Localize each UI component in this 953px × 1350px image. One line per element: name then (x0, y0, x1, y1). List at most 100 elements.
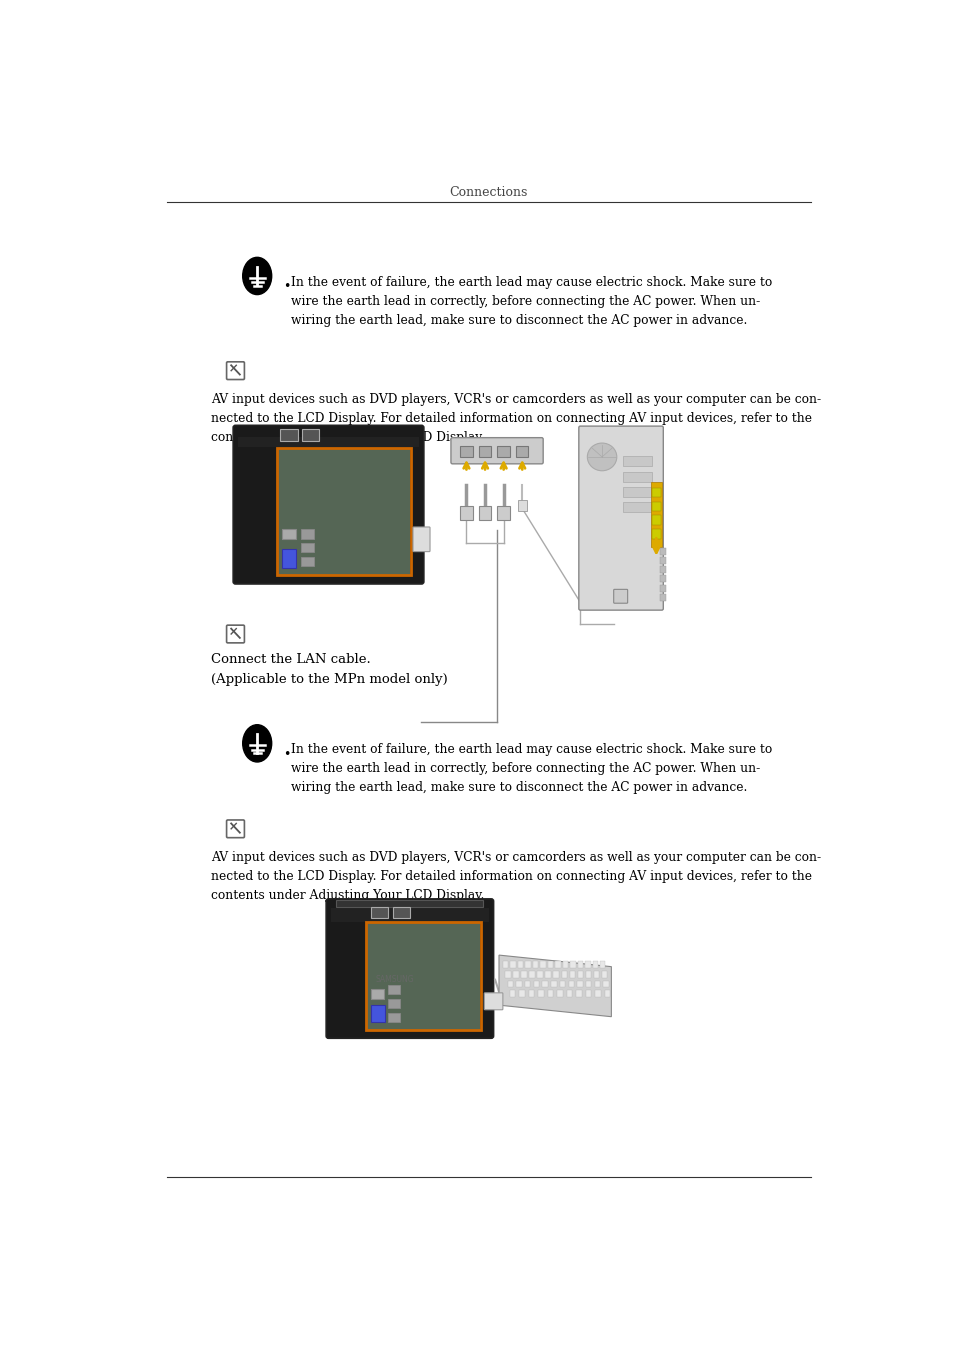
Text: In the event of failure, the earth lead may cause electric shock. Make sure to
w: In the event of failure, the earth lead … (291, 275, 772, 327)
Bar (371, 1006, 385, 1022)
Text: Connect the LAN cable.: Connect the LAN cable. (211, 653, 370, 667)
Bar (388, 999, 399, 1008)
Polygon shape (551, 980, 556, 987)
Polygon shape (592, 961, 598, 968)
Bar (371, 907, 388, 918)
Polygon shape (585, 971, 591, 977)
Text: •: • (283, 748, 291, 760)
Polygon shape (505, 971, 510, 977)
Ellipse shape (242, 258, 272, 294)
Bar (302, 429, 319, 440)
Polygon shape (555, 961, 560, 968)
Polygon shape (559, 980, 565, 987)
Bar (301, 529, 314, 539)
Text: Connections: Connections (449, 186, 528, 200)
Polygon shape (539, 961, 545, 968)
Bar (459, 446, 472, 456)
Polygon shape (604, 990, 610, 998)
Polygon shape (585, 990, 591, 998)
Bar (278, 448, 410, 575)
FancyBboxPatch shape (578, 427, 662, 610)
Bar (659, 558, 666, 564)
Bar (367, 922, 479, 1030)
Polygon shape (520, 971, 526, 977)
Polygon shape (525, 961, 530, 968)
Polygon shape (566, 990, 572, 998)
Bar (388, 986, 399, 995)
FancyBboxPatch shape (227, 819, 244, 837)
FancyBboxPatch shape (227, 362, 244, 379)
Bar (282, 548, 295, 568)
Text: (Applicable to the MPn model only): (Applicable to the MPn model only) (211, 674, 447, 686)
Text: AV input devices such as DVD players, VCR's or camcorders as well as your comput: AV input devices such as DVD players, VC… (211, 393, 820, 444)
Bar (280, 429, 297, 440)
Bar (301, 543, 314, 552)
FancyBboxPatch shape (613, 590, 627, 603)
Bar (651, 516, 660, 525)
Bar (371, 990, 383, 999)
Polygon shape (603, 980, 608, 987)
Polygon shape (517, 961, 522, 968)
Bar (622, 456, 652, 466)
Bar (622, 471, 652, 482)
Polygon shape (510, 961, 516, 968)
FancyBboxPatch shape (227, 625, 244, 643)
Polygon shape (524, 980, 530, 987)
Polygon shape (568, 980, 574, 987)
Bar (497, 506, 509, 520)
Bar (517, 500, 526, 510)
Bar (301, 558, 314, 566)
FancyBboxPatch shape (413, 526, 430, 552)
Bar (478, 446, 491, 456)
Polygon shape (547, 990, 553, 998)
Text: SAMSUNG: SAMSUNG (375, 975, 414, 984)
Bar (659, 548, 666, 555)
Ellipse shape (587, 443, 617, 471)
Bar (478, 506, 491, 520)
Bar (659, 566, 666, 574)
Polygon shape (553, 971, 558, 977)
Bar (651, 487, 660, 497)
Bar (650, 482, 661, 547)
FancyBboxPatch shape (233, 425, 423, 585)
Bar (516, 446, 528, 456)
Bar (651, 502, 660, 510)
Polygon shape (561, 971, 566, 977)
Polygon shape (509, 990, 515, 998)
Polygon shape (577, 961, 582, 968)
Bar (651, 529, 660, 539)
Polygon shape (533, 980, 538, 987)
Bar (365, 922, 480, 1030)
Polygon shape (532, 961, 537, 968)
Polygon shape (576, 990, 581, 998)
Polygon shape (516, 980, 521, 987)
Polygon shape (507, 980, 513, 987)
Bar (331, 909, 488, 922)
Polygon shape (577, 980, 582, 987)
Bar (393, 907, 410, 918)
Polygon shape (529, 971, 535, 977)
Polygon shape (584, 961, 590, 968)
Text: •: • (283, 281, 291, 293)
Polygon shape (577, 971, 582, 977)
Bar (237, 437, 418, 447)
Text: AV input devices such as DVD players, VCR's or camcorders as well as your comput: AV input devices such as DVD players, VC… (211, 850, 820, 902)
Bar (388, 1012, 399, 1022)
Text: LAN   USB: LAN USB (273, 710, 303, 716)
Polygon shape (562, 961, 567, 968)
Polygon shape (601, 971, 606, 977)
Polygon shape (513, 971, 518, 977)
Polygon shape (542, 980, 547, 987)
Text: In the event of failure, the earth lead may cause electric shock. Make sure to
w: In the event of failure, the earth lead … (291, 744, 772, 794)
Polygon shape (595, 990, 600, 998)
Bar (282, 528, 295, 539)
Polygon shape (599, 961, 605, 968)
FancyBboxPatch shape (451, 437, 542, 464)
Polygon shape (498, 954, 611, 1017)
Bar (622, 502, 652, 513)
FancyBboxPatch shape (326, 899, 493, 1038)
Bar (622, 487, 652, 497)
Polygon shape (570, 961, 575, 968)
FancyBboxPatch shape (484, 992, 502, 1010)
Bar (659, 585, 666, 591)
